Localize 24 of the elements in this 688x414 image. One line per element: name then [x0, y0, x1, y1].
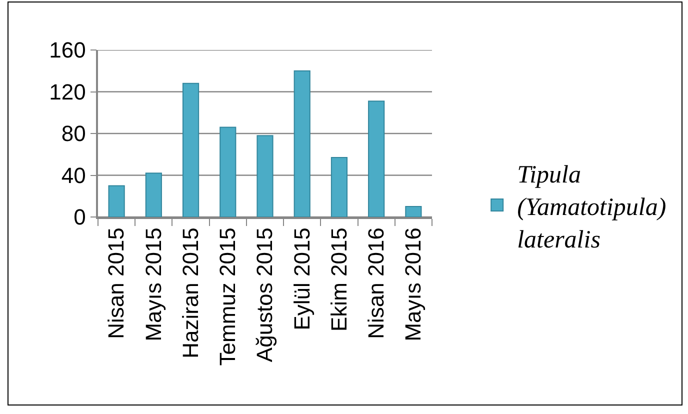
y-tick-label: 0	[74, 204, 86, 230]
y-tick-label: 160	[49, 38, 86, 63]
x-tick-label: Ağustos 2015	[252, 228, 278, 362]
x-tick-label: Haziran 2015	[178, 228, 203, 358]
legend-label: Tipula (Yamatotipula) lateralis	[517, 161, 666, 254]
y-tick-label: 120	[49, 79, 86, 104]
x-tick-label: Nisan 2015	[104, 228, 129, 339]
x-tick-label: Temmuz 2015	[215, 228, 240, 366]
bar	[405, 206, 422, 217]
bar	[256, 135, 274, 217]
y-tick-label: 40	[61, 162, 86, 188]
bar	[145, 172, 162, 217]
x-tick-label: Nisan 2016	[363, 228, 388, 339]
x-tick-label: Mayıs 2015	[140, 228, 166, 342]
bar	[330, 157, 348, 217]
bar	[182, 82, 200, 217]
x-tick-label: Eylül 2015	[289, 228, 314, 330]
x-tick-label: Ekim 2015	[326, 228, 352, 332]
y-tick-label: 80	[61, 121, 86, 146]
x-tick-label: Mayıs 2016	[400, 228, 426, 342]
bar	[294, 70, 310, 217]
bar	[368, 100, 385, 217]
bar	[108, 185, 125, 217]
bar	[220, 126, 236, 217]
